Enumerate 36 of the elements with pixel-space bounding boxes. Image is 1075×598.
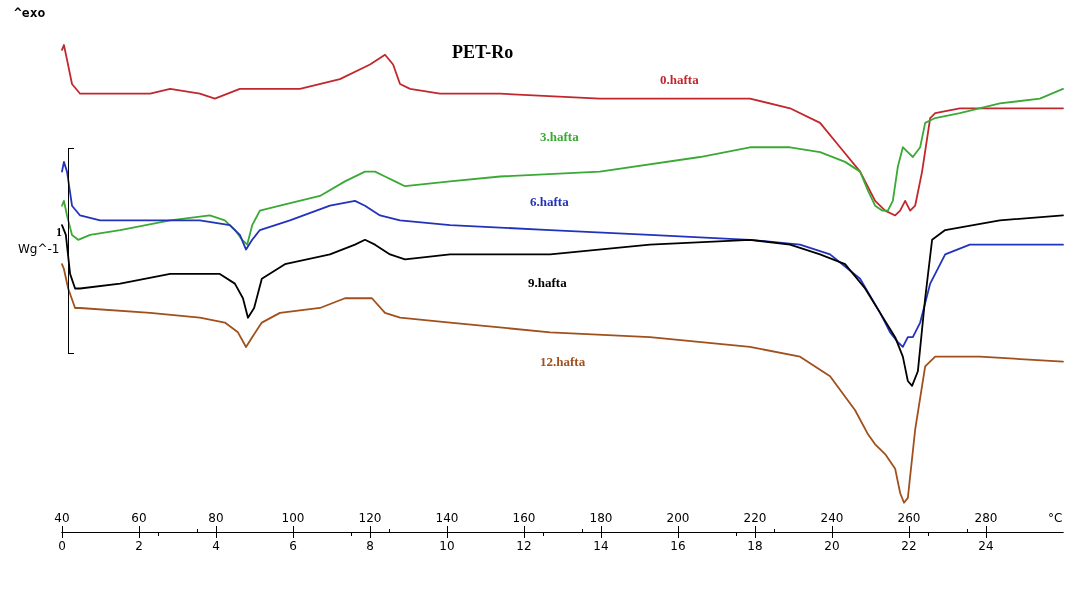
x-tick-label: 100 bbox=[281, 511, 305, 525]
x-tick-label: 60 bbox=[131, 511, 147, 525]
x-tick-label: 120 bbox=[358, 511, 382, 525]
x-tick-label: 220 bbox=[743, 511, 767, 525]
x2-tick-label: 4 bbox=[212, 539, 220, 553]
x-tick-label: 280 bbox=[974, 511, 998, 525]
x-tick-label: 160 bbox=[512, 511, 536, 525]
x2-tick-label: 0 bbox=[58, 539, 66, 553]
text: Wg^-1 bbox=[18, 242, 60, 256]
x-tick-label: 200 bbox=[666, 511, 690, 525]
x-axis-title: °C bbox=[1048, 511, 1063, 525]
x2-tick-label: 18 bbox=[747, 539, 763, 553]
x-tick-label: 80 bbox=[208, 511, 224, 525]
x2-tick-label: 22 bbox=[901, 539, 917, 553]
x2-tick-label: 2 bbox=[135, 539, 143, 553]
text: 1 bbox=[56, 225, 62, 239]
x2-tick-label: 24 bbox=[978, 539, 994, 553]
x-tick-label: 140 bbox=[435, 511, 459, 525]
chart-title: PET-Ro bbox=[452, 42, 514, 62]
series-label: 0.hafta bbox=[660, 72, 700, 87]
series-label: 9.hafta bbox=[528, 275, 568, 290]
x2-tick-label: 14 bbox=[593, 539, 609, 553]
x2-tick-label: 10 bbox=[439, 539, 455, 553]
x-tick-label: 40 bbox=[54, 511, 70, 525]
series-label: 12.hafta bbox=[540, 354, 586, 369]
series-label: 6.hafta bbox=[530, 194, 570, 209]
x-tick-label: 180 bbox=[589, 511, 613, 525]
text: ^exo bbox=[14, 5, 46, 20]
text: 3.hafta bbox=[540, 129, 580, 144]
x2-tick-label: 8 bbox=[366, 539, 374, 553]
x2-tick-label: 12 bbox=[516, 539, 532, 553]
x2-tick-label: 6 bbox=[289, 539, 297, 553]
x-tick-label: 260 bbox=[897, 511, 921, 525]
x2-tick-label: 20 bbox=[824, 539, 840, 553]
x-tick-label: 240 bbox=[820, 511, 844, 525]
x2-tick-label: 16 bbox=[670, 539, 686, 553]
